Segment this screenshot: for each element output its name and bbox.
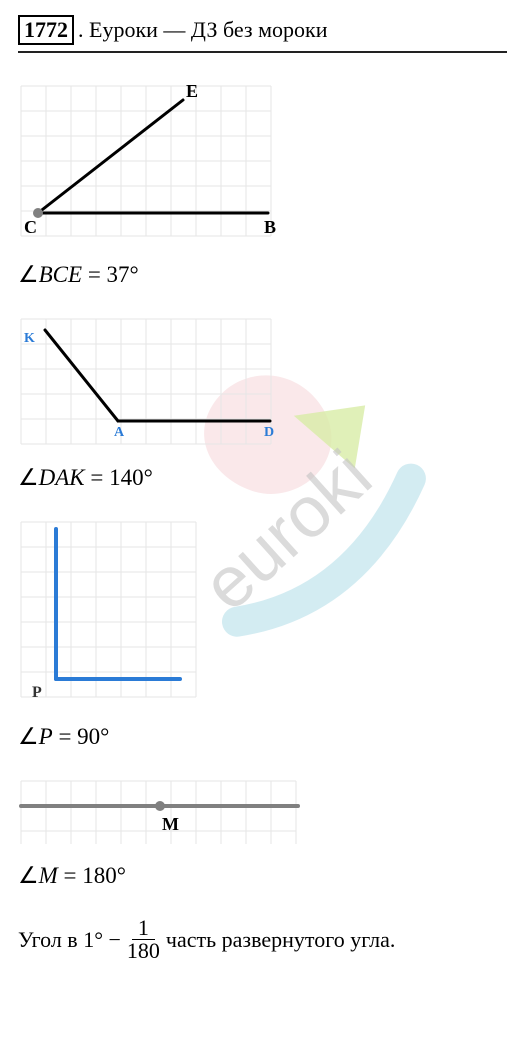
angle-var: M bbox=[39, 863, 58, 888]
figure-p: P bbox=[18, 519, 507, 710]
svg-text:K: K bbox=[24, 331, 35, 346]
angle-var: DAK bbox=[39, 465, 85, 490]
angle-var: P bbox=[39, 724, 53, 749]
figure-p-svg: P bbox=[18, 519, 204, 705]
figure-m-svg: M bbox=[18, 778, 303, 844]
angle-value: = 140° bbox=[85, 465, 153, 490]
fraction-numerator: 1 bbox=[132, 917, 155, 940]
angle-symbol: ∠ bbox=[18, 863, 39, 888]
svg-text:E: E bbox=[186, 83, 198, 101]
figure-dak-svg: K A D bbox=[18, 316, 280, 446]
angle-value: = 180° bbox=[58, 863, 126, 888]
figure-dak: K A D bbox=[18, 316, 507, 451]
angle-symbol: ∠ bbox=[18, 262, 39, 287]
header: 1772 . Еуроки — ДЗ без мороки bbox=[18, 15, 507, 53]
angle-p: ∠P = 90° bbox=[18, 724, 507, 750]
fraction: 1 180 bbox=[125, 917, 162, 962]
figure-bce-svg: E C B bbox=[18, 83, 280, 243]
angle-dak: ∠DAK = 140° bbox=[18, 465, 507, 491]
angle-var: BCE bbox=[39, 262, 82, 287]
conclusion-part1: Угол в 1° − bbox=[18, 927, 121, 953]
conclusion-part2: часть развернутого угла. bbox=[166, 927, 395, 953]
problem-number: 1772 bbox=[18, 15, 74, 45]
conclusion-text: Угол в 1° − 1 180 часть развернутого угл… bbox=[18, 917, 507, 962]
svg-text:D: D bbox=[264, 425, 274, 440]
svg-text:A: A bbox=[114, 425, 125, 440]
angle-value: = 90° bbox=[53, 724, 110, 749]
svg-text:P: P bbox=[32, 684, 42, 701]
header-title: . Еуроки — ДЗ без мороки bbox=[78, 17, 328, 43]
figure-m: M bbox=[18, 778, 507, 849]
fraction-denominator: 180 bbox=[125, 940, 162, 962]
svg-text:M: M bbox=[162, 814, 179, 834]
angle-m: ∠M = 180° bbox=[18, 863, 507, 889]
angle-symbol: ∠ bbox=[18, 724, 39, 749]
angle-value: = 37° bbox=[82, 262, 139, 287]
angle-symbol: ∠ bbox=[18, 465, 39, 490]
svg-text:B: B bbox=[264, 217, 276, 237]
figure-bce: E C B bbox=[18, 83, 507, 248]
svg-text:C: C bbox=[24, 217, 37, 237]
angle-bce: ∠BCE = 37° bbox=[18, 262, 507, 288]
